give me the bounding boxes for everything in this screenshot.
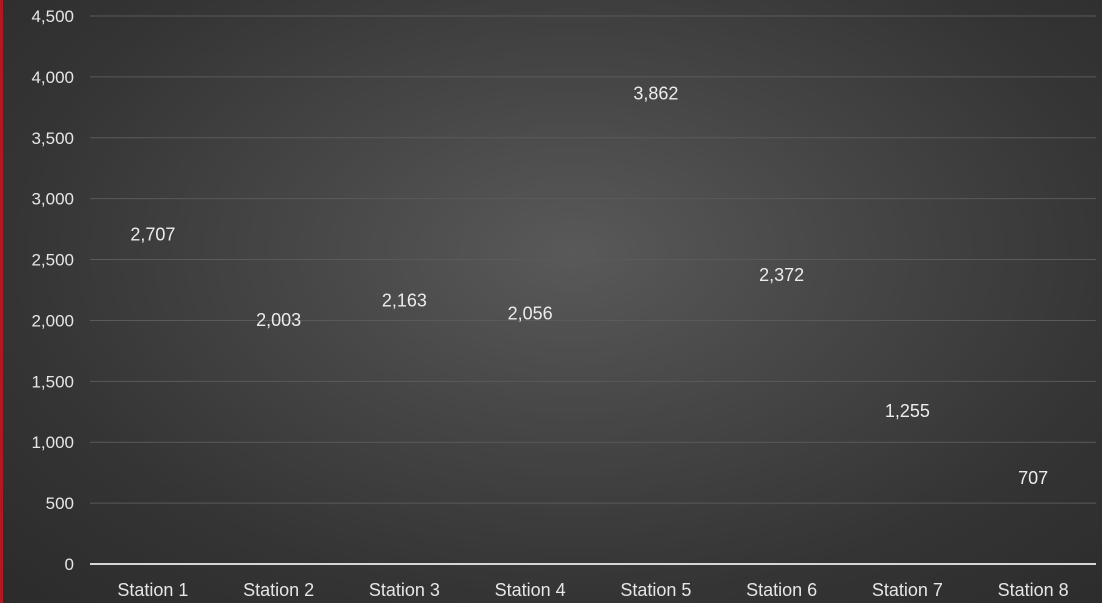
data-label: 2,372 (759, 265, 804, 285)
y-tick-label: 2,500 (31, 251, 74, 270)
data-label: 2,707 (130, 224, 175, 244)
data-labels: 2,707 2,003 2,163 2,056 3,862 2,372 1,255 707 (130, 84, 1048, 488)
data-points (150, 91, 1036, 481)
x-axis: Station 1 Station 2 Station 3 Station 4 Stat… (90, 563, 1096, 600)
y-axis: 0 500 1,000 1,500 2,000 2,500 3,000 3,500 4,000 4… (31, 7, 74, 574)
data-label: 3,862 (633, 84, 678, 104)
x-tick-label: Station 4 (495, 580, 566, 600)
left-edge-accent (0, 0, 3, 603)
data-label: 2,003 (256, 310, 301, 330)
x-tick-label: Station 2 (243, 580, 314, 600)
data-label: 2,163 (382, 291, 427, 311)
x-tick-label: Station 7 (872, 580, 943, 600)
y-tick-label: 1,000 (31, 433, 74, 452)
y-tick-label: 4,000 (31, 68, 74, 87)
y-tick-label: 4,500 (31, 7, 74, 26)
y-tick-label: 3,500 (31, 129, 74, 148)
y-tick-label: 1,500 (31, 372, 74, 391)
y-tick-label: 500 (46, 494, 74, 513)
x-tick-label: Station 1 (117, 580, 188, 600)
gridlines (90, 15, 1096, 504)
data-label: 1,255 (885, 401, 930, 421)
x-tick-label: Station 6 (746, 580, 817, 600)
y-tick-label: 3,000 (31, 190, 74, 209)
y-tick-label: 0 (65, 555, 74, 574)
x-tick-label: Station 5 (620, 580, 691, 600)
data-label: 707 (1018, 468, 1048, 488)
y-tick-label: 2,000 (31, 311, 74, 330)
data-label: 2,056 (508, 304, 553, 324)
x-tick-label: Station 3 (369, 580, 440, 600)
x-tick-label: Station 8 (998, 580, 1069, 600)
